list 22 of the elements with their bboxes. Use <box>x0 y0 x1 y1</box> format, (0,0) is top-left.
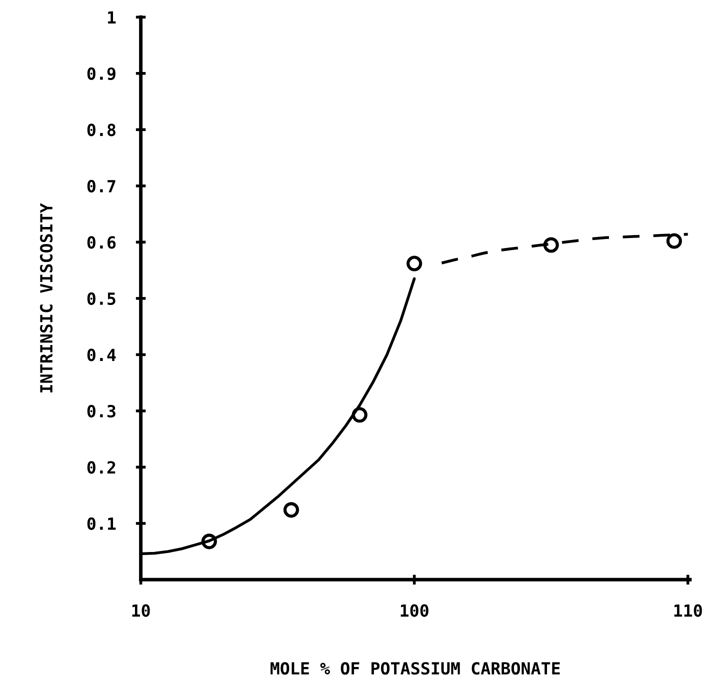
y-tick-label: 0.7 <box>87 180 116 192</box>
line-series <box>440 232 690 264</box>
x-tick-label: 100 <box>400 604 428 617</box>
y-tick-label: 0.9 <box>87 67 116 80</box>
y-tick-label: 0.1 <box>87 517 116 530</box>
point <box>283 502 300 518</box>
y-tick-label: 0.4 <box>87 348 116 362</box>
x-tick-label: 10 <box>132 604 150 617</box>
y-axis-title: INTRINSIC VISCOSITY <box>40 203 53 392</box>
point <box>352 407 368 423</box>
y-tick-label: 0.2 <box>87 461 116 474</box>
y-tick-label: 1 <box>108 11 116 24</box>
point <box>201 534 217 550</box>
x-tick-label: 110 <box>674 604 702 617</box>
x-axis-title: MOLE % OF POTASSIUM CARBONATE <box>270 662 560 675</box>
y-tick-label: 0.8 <box>87 124 116 136</box>
point <box>666 233 682 249</box>
y-tick-label: 0.3 <box>87 404 116 418</box>
point <box>406 256 422 272</box>
y-tick-label: 0.6 <box>87 236 116 249</box>
point <box>543 237 559 253</box>
y-tick-label: 0.5 <box>87 292 116 305</box>
